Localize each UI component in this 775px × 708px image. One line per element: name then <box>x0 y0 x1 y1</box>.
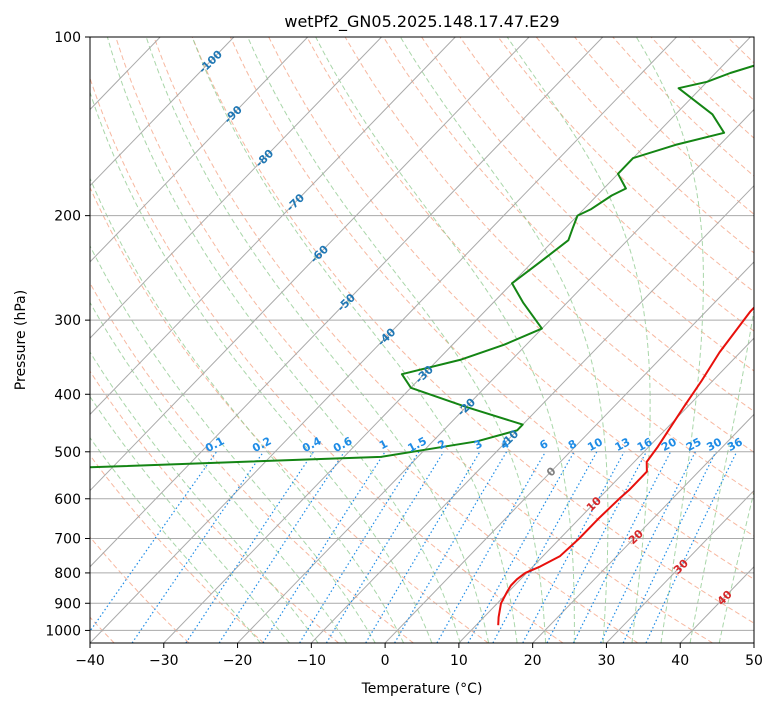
y-tick-label: 100 <box>54 30 81 46</box>
dry-adiabat <box>90 370 339 643</box>
moist-adiabat <box>506 37 651 643</box>
chart-title: wetPf2_GN05.2025.148.17.47.E29 <box>284 12 559 32</box>
mixing-ratio-line <box>325 451 445 643</box>
mixing-ratio-label: 25 <box>684 435 704 454</box>
isotherm-gridline <box>90 37 604 568</box>
y-tick-label: 900 <box>54 596 81 612</box>
x-tick-label: −40 <box>75 653 105 669</box>
y-tick-label: 400 <box>54 387 81 403</box>
dry-adiabat <box>191 37 754 624</box>
x-tick-label: −20 <box>223 653 253 669</box>
mixing-ratio-label: 10 <box>585 435 605 454</box>
x-tick-label: 0 <box>381 653 390 669</box>
temperature-profile-line <box>497 306 754 626</box>
moist-adiabat <box>191 37 518 643</box>
moist-adiabat <box>90 177 405 643</box>
moist-adiabat <box>106 37 461 643</box>
dry-adiabat <box>115 37 639 643</box>
moist-adiabat <box>90 351 319 643</box>
moist-adiabat <box>90 301 348 643</box>
x-tick-label: 10 <box>450 653 468 669</box>
mixing-ratio-line <box>492 451 598 643</box>
moist-adiabat <box>90 395 290 643</box>
isotherm-gridline <box>606 489 754 643</box>
isotherm-gridline <box>532 413 754 643</box>
mixing-ratio-line <box>522 451 625 643</box>
isotherm-gridline <box>90 37 530 492</box>
moist-adiabat <box>90 436 261 643</box>
mixing-ratio-line <box>365 451 481 643</box>
dewpoint-profile-line <box>90 64 754 469</box>
isotherm-gridline <box>90 37 677 643</box>
isotherm-gridline <box>163 37 751 643</box>
mixing-ratio-label: 30 <box>704 435 724 454</box>
dry-adiabat <box>229 37 754 580</box>
dry-adiabat <box>459 37 754 332</box>
mixing-ratio-label: 16 <box>635 435 655 454</box>
y-axis-title: Pressure (hPa) <box>13 290 29 390</box>
moist-adiabat <box>635 37 704 643</box>
mixing-ratio-line <box>185 451 314 643</box>
moist-adiabat <box>90 244 376 643</box>
moist-adiabat <box>145 37 490 643</box>
mixing-ratio-label: 36 <box>725 435 745 454</box>
y-tick-label: 700 <box>54 532 81 548</box>
isotherm-gridline <box>90 37 382 339</box>
x-tick-label: 50 <box>745 653 763 669</box>
isotherm-gridline <box>90 37 235 187</box>
moist-adiabat <box>399 37 609 643</box>
isotherm-gridline <box>90 37 456 416</box>
x-tick-label: 20 <box>524 653 542 669</box>
moist-adiabat <box>689 306 754 643</box>
y-tick-label: 600 <box>54 492 81 508</box>
mixing-ratio-line <box>218 451 345 643</box>
mixing-ratio-line <box>600 451 696 643</box>
dry-adiabat <box>90 536 190 643</box>
y-tick-label: 500 <box>54 445 81 461</box>
y-tick-label: 200 <box>54 209 81 225</box>
dry-adiabat <box>344 37 754 453</box>
mixing-ratio-line <box>622 451 717 643</box>
x-tick-label: 40 <box>671 653 689 669</box>
dry-adiabat <box>90 186 489 643</box>
mixing-ratio-line <box>262 451 386 643</box>
isotherm-gridline <box>237 108 754 643</box>
mixing-ratio-label: 20 <box>659 435 679 454</box>
isotherm-gridline <box>90 37 309 263</box>
plot-frame <box>89 36 755 644</box>
moist-adiabat <box>315 37 575 643</box>
mixing-ratio-line <box>90 451 217 633</box>
isotherm-gridline <box>458 337 754 643</box>
mixing-ratio-line <box>131 451 264 643</box>
y-tick-label: 1000 <box>45 623 81 639</box>
mixing-ratio-line <box>467 451 575 643</box>
x-tick-label: −30 <box>149 653 179 669</box>
isotherm-gridline <box>310 184 754 643</box>
mixing-ratio-label: 13 <box>613 435 633 454</box>
moist-adiabat <box>247 37 547 643</box>
dry-adiabat <box>90 76 564 643</box>
moist-adiabat <box>718 489 754 643</box>
dry-adiabat <box>421 37 754 372</box>
moist-adiabat <box>90 90 433 643</box>
x-axis-title: Temperature (°C) <box>361 681 483 697</box>
y-tick-label: 300 <box>54 313 81 329</box>
y-tick-label: 800 <box>54 566 81 582</box>
x-tick-label: −10 <box>297 653 327 669</box>
isotherm-gridline <box>384 261 754 643</box>
x-tick-label: 30 <box>598 653 616 669</box>
